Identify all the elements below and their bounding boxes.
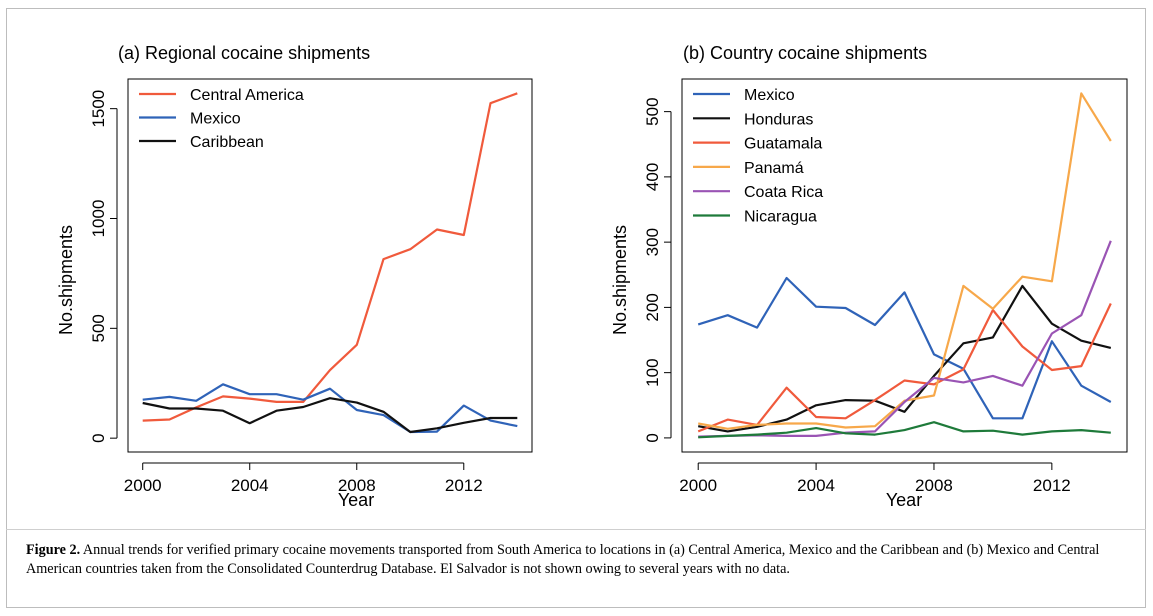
y-tick-label: 400 [643,163,662,191]
y-tick-label: 0 [89,433,108,442]
plot-frame [127,78,533,453]
caption-text: Annual trends for verified primary cocai… [26,542,1100,577]
y-tick-label: 1500 [89,90,108,128]
y-tick-label: 100 [643,358,662,386]
series-line-mexico [697,276,1112,420]
figure-caption: Figure 2. Annual trends for verified pri… [26,541,1136,579]
legend-label: Mexico [190,111,241,128]
legend-label: Honduras [744,111,813,128]
legend-label: Caribbean [190,134,264,151]
figure-frame [6,8,1146,608]
y-axis-label: No.shipments [56,225,76,335]
y-tick-label: 1000 [89,200,108,238]
legend-label: Mexico [744,87,795,104]
series-line-guatamala [697,303,1112,433]
x-tick-label: 2000 [124,476,162,495]
x-axis-label: Year [886,490,922,510]
x-axis-label: Year [338,490,374,510]
x-tick-label: 2012 [1033,476,1071,495]
y-tick-label: 300 [643,228,662,256]
series-line-central-america [142,92,518,422]
y-tick-label: 0 [643,433,662,442]
chart-title: (b) Country cocaine shipments [683,43,927,63]
chart-regional-shipments: (a) Regional cocaine shipments No.shipme… [56,43,533,510]
y-tick-label: 500 [89,314,108,342]
y-axis-label: No.shipments [610,225,630,335]
x-tick-label: 2008 [915,476,953,495]
y-tick-label: 200 [643,293,662,321]
series-line-nicaragua [698,421,1111,439]
series-line-coata-rica [698,240,1112,438]
x-tick-label: 2008 [338,476,376,495]
legend-label: Coata Rica [744,184,823,201]
plot-frame [681,78,1128,453]
legend-label: Panamá [744,160,804,177]
x-tick-label: 2000 [679,476,717,495]
legend-label: Nicaragua [744,209,817,226]
series-line-caribbean [142,397,518,434]
series-line-honduras [698,284,1112,433]
legend-label: Central America [190,87,304,104]
caption-label: Figure 2. [26,542,81,558]
series-line-mexico [142,383,518,434]
x-tick-label: 2012 [445,476,483,495]
chart-title: (a) Regional cocaine shipments [118,43,370,63]
y-tick-label: 500 [643,97,662,125]
chart-country-shipments: (b) Country cocaine shipments No.shipmen… [610,43,1128,510]
x-tick-label: 2004 [797,476,835,495]
x-tick-label: 2004 [231,476,269,495]
legend-label: Guatamala [744,136,822,153]
figure-divider [6,529,1146,530]
